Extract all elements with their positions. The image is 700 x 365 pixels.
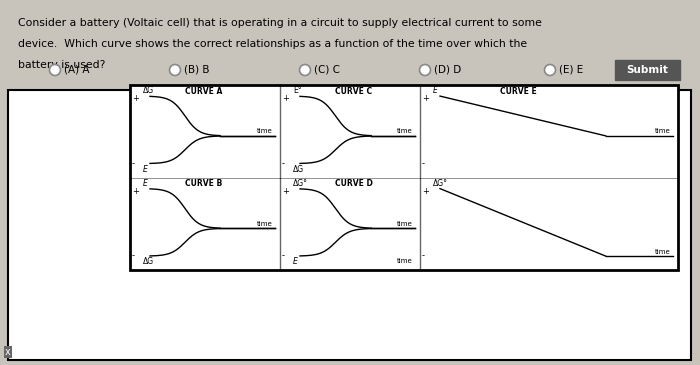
Circle shape (419, 65, 430, 76)
Text: time: time (398, 221, 413, 227)
Text: +: + (132, 187, 139, 196)
Text: (B) B: (B) B (184, 65, 209, 75)
Text: ΔG: ΔG (143, 86, 154, 95)
Bar (130, 85, 678, 270)
Text: CURVE D: CURVE D (335, 180, 373, 188)
Circle shape (50, 65, 60, 76)
Text: time: time (258, 128, 273, 134)
Text: Consider a battery (Voltaic cell) that is operating in a circuit to supply elect: Consider a battery (Voltaic cell) that i… (18, 18, 542, 28)
Text: +: + (282, 95, 289, 103)
Text: +: + (282, 187, 289, 196)
Text: time: time (398, 258, 413, 264)
Text: -: - (422, 159, 425, 168)
Circle shape (169, 65, 181, 76)
Text: time: time (398, 128, 413, 134)
Text: ΔG: ΔG (293, 165, 304, 174)
Text: +: + (132, 95, 139, 103)
Bar (615, 60, 680, 80)
Circle shape (545, 65, 556, 76)
Text: +: + (422, 187, 429, 196)
Text: battery is used?: battery is used? (18, 60, 106, 70)
Text: E: E (143, 165, 148, 174)
Text: CURVE A: CURVE A (185, 87, 223, 96)
Bar (8, 90, 691, 360)
Text: device.  Which curve shows the correct relationships as a function of the time o: device. Which curve shows the correct re… (18, 39, 527, 49)
Text: CURVE B: CURVE B (185, 180, 223, 188)
Text: time: time (258, 221, 273, 227)
Text: (D) D: (D) D (434, 65, 461, 75)
Text: ΔG: ΔG (143, 257, 154, 266)
Text: time: time (655, 249, 671, 255)
Text: CURVE C: CURVE C (335, 87, 372, 96)
Text: Submit: Submit (626, 65, 668, 75)
Text: x: x (5, 347, 10, 357)
Text: time: time (655, 128, 671, 134)
Text: ΔG°: ΔG° (293, 178, 308, 188)
Text: E: E (433, 86, 438, 95)
Text: -: - (282, 159, 285, 168)
Circle shape (300, 65, 311, 76)
Text: -: - (422, 251, 425, 261)
Text: -: - (132, 159, 135, 168)
Text: CURVE E: CURVE E (500, 87, 537, 96)
Text: +: + (422, 95, 429, 103)
Text: -: - (132, 251, 135, 261)
Text: -: - (282, 251, 285, 261)
Text: (C) C: (C) C (314, 65, 340, 75)
Text: ΔG°: ΔG° (433, 178, 448, 188)
Text: (A) A: (A) A (64, 65, 90, 75)
Text: E: E (143, 178, 148, 188)
Text: (E) E: (E) E (559, 65, 583, 75)
Text: E°: E° (293, 86, 302, 95)
Text: E: E (293, 257, 298, 266)
